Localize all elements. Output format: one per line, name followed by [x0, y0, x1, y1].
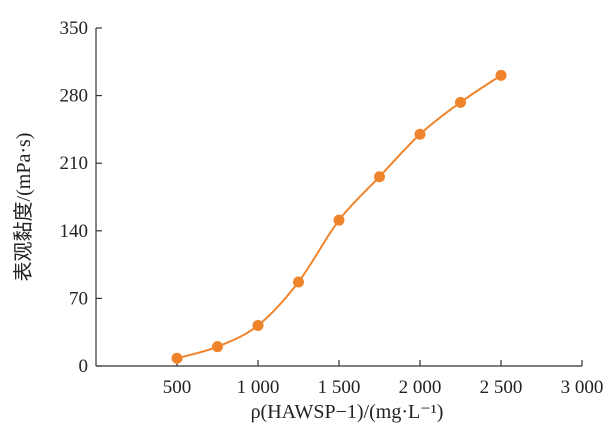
axes: [95, 28, 582, 367]
x-tick-label: 3 000: [561, 377, 604, 398]
y-ticks: 0 70 140 210 280 350: [60, 18, 102, 377]
data-point: [252, 319, 264, 331]
x-tick-label: 500: [163, 377, 192, 398]
y-tick-label: 70: [69, 288, 88, 309]
y-tick-label: 140: [60, 221, 89, 242]
data-point: [212, 341, 223, 353]
x-tick-label: 2 500: [480, 377, 523, 398]
x-ticks: 500 1 000 1 500 2 000 2 500 3 000: [163, 360, 604, 398]
data-point: [374, 171, 385, 183]
y-tick-label: 350: [60, 18, 89, 39]
data-point: [171, 352, 183, 364]
y-tick-label: 210: [60, 153, 89, 174]
y-tick-label: 0: [79, 356, 89, 377]
x-tick-label: 1 000: [237, 377, 280, 398]
series-layer: [171, 69, 507, 364]
data-point: [414, 128, 426, 140]
x-axis-title: ρ(HAWSP−1)/(mg·L⁻¹): [251, 401, 444, 423]
y-tick-label: 280: [60, 86, 89, 107]
data-point: [455, 96, 466, 108]
y-axis-title: 表观黏度/(mPa·s): [12, 133, 35, 282]
x-tick-label: 2 000: [399, 377, 442, 398]
data-point: [333, 214, 345, 226]
data-point: [495, 69, 507, 81]
data-point: [293, 276, 304, 288]
x-tick-label: 1 500: [318, 377, 361, 398]
